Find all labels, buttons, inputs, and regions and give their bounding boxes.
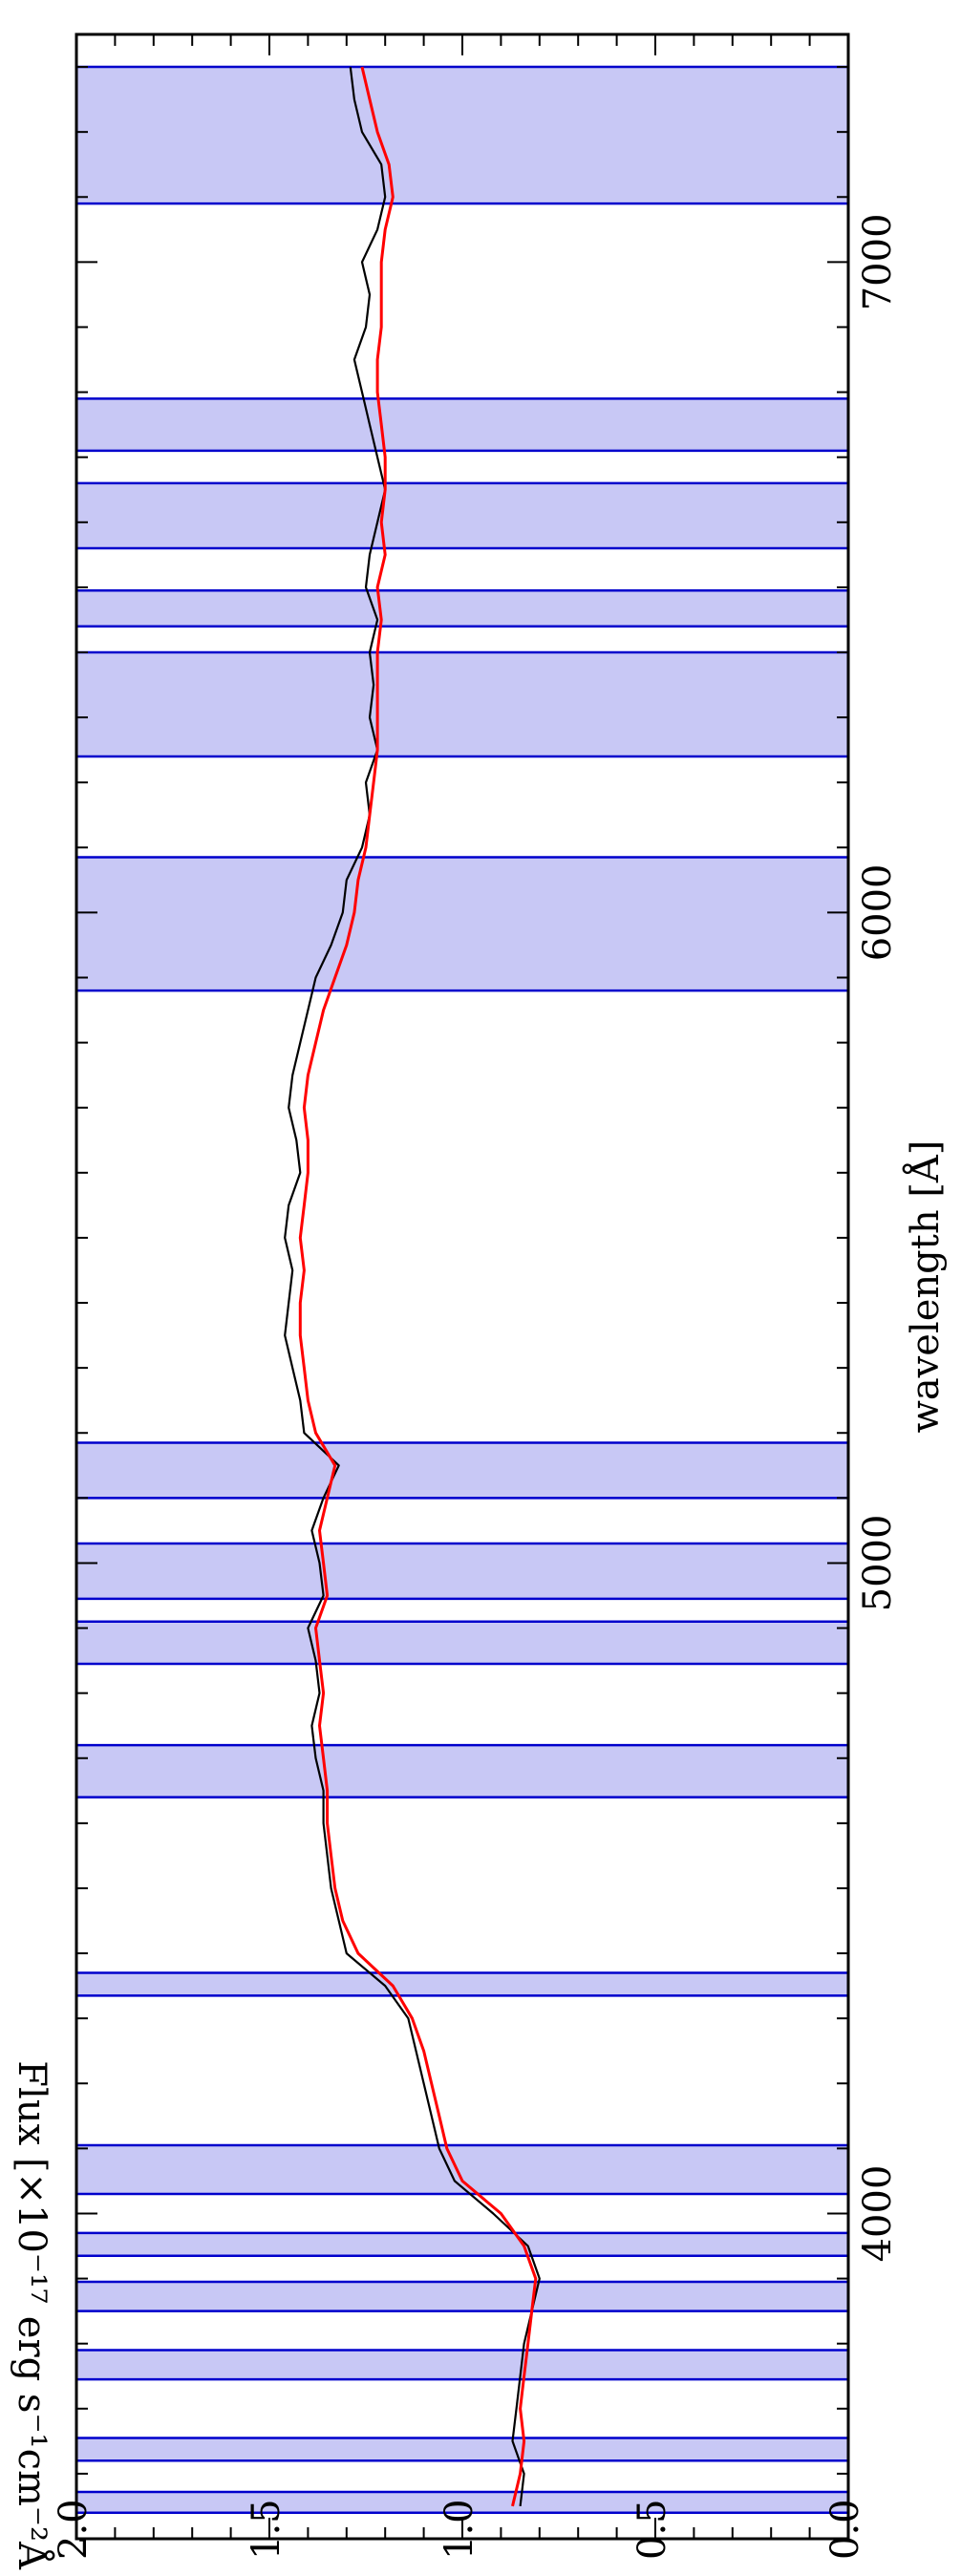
y-tick-label: 1.0 bbox=[438, 2499, 481, 2560]
masked-region bbox=[76, 2232, 848, 2256]
masked-region bbox=[76, 1745, 848, 1798]
masked-region bbox=[76, 1972, 848, 1996]
x-tick-label: 5000 bbox=[856, 1515, 900, 1612]
masked-region bbox=[76, 482, 848, 549]
y-axis-ticks: 0.0 0.5 1.0 1.5 2.0 bbox=[52, 34, 867, 2560]
masked-region bbox=[76, 2491, 848, 2513]
masked-region bbox=[76, 2350, 848, 2380]
x-axis-ticks: 4000 5000 6000 7000 bbox=[76, 66, 900, 2475]
masked-region bbox=[76, 651, 848, 756]
x-axis-label: wavelength [Å] bbox=[903, 1140, 948, 1434]
x-tick-label: 7000 bbox=[856, 213, 900, 310]
y-tick-label: 0.0 bbox=[823, 2499, 867, 2560]
x-tick-label: 4000 bbox=[856, 2165, 900, 2263]
y-tick-label: 0.5 bbox=[630, 2499, 674, 2560]
masked-region bbox=[76, 2144, 848, 2195]
masked-region bbox=[76, 1543, 848, 1599]
masked-region bbox=[76, 1621, 848, 1665]
y-tick-label: 1.5 bbox=[245, 2499, 288, 2560]
masked-regions-group bbox=[76, 65, 848, 2515]
x-tick-label: 6000 bbox=[856, 864, 900, 962]
masked-region bbox=[76, 1442, 848, 1499]
series-lines-group bbox=[284, 66, 541, 2507]
masked-region bbox=[76, 2281, 848, 2311]
y-axis-label: Flux [×10⁻¹⁷ erg s⁻¹cm⁻²Å⁻¹] bbox=[10, 2060, 54, 2571]
masked-region bbox=[76, 398, 848, 451]
masked-region bbox=[76, 857, 848, 991]
y-tick-label: 2.0 bbox=[52, 2499, 96, 2560]
observed-spectrum-line bbox=[284, 66, 541, 2507]
masked-region bbox=[76, 590, 848, 627]
masked-region bbox=[76, 67, 848, 204]
masked-region bbox=[76, 2438, 848, 2461]
model-spectrum-line bbox=[298, 66, 538, 2507]
